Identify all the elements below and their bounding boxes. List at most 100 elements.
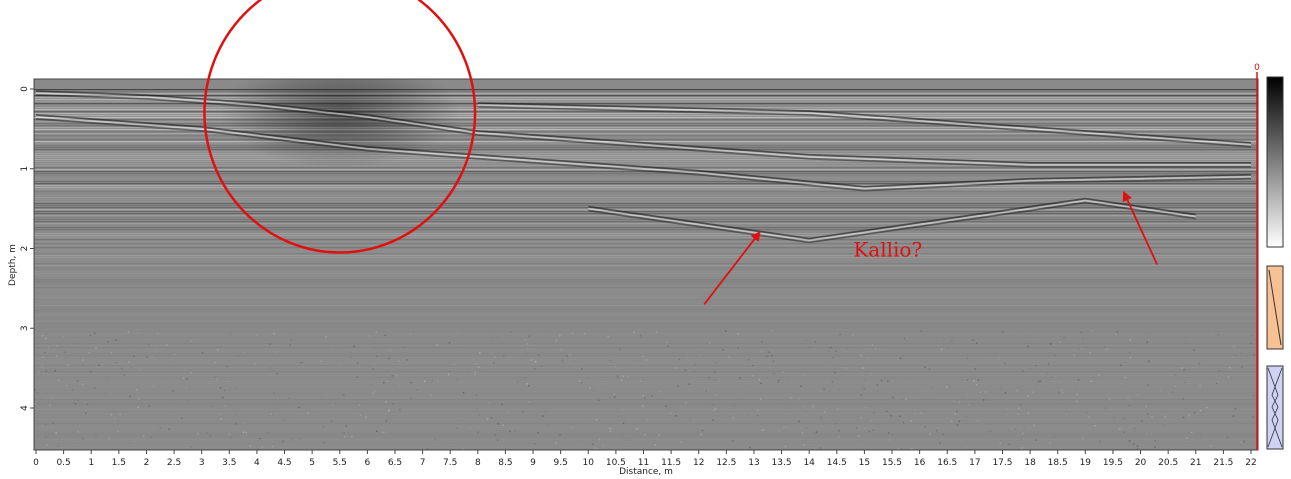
noise-speck <box>640 336 642 338</box>
noise-speck <box>375 430 378 432</box>
noise-speck <box>622 422 625 424</box>
noise-speck <box>1068 409 1071 411</box>
noise-speck <box>1250 342 1252 345</box>
noise-speck <box>877 390 879 392</box>
noise-speck <box>528 384 530 387</box>
noise-speck <box>86 403 89 406</box>
x-tick-label: 21 <box>1190 458 1201 468</box>
noise-speck <box>989 430 992 433</box>
noise-speck <box>1054 354 1056 357</box>
noise-speck <box>1123 377 1125 379</box>
noise-speck <box>398 385 401 388</box>
noise-speck <box>44 423 47 426</box>
noise-speck <box>966 357 969 360</box>
noise-speck <box>714 371 716 374</box>
filter-panel[interactable] <box>1266 365 1284 450</box>
x-tick-label: 0 <box>33 458 39 468</box>
noise-speck <box>966 379 968 381</box>
x-tick-label: 7.5 <box>443 458 457 468</box>
noise-speck <box>120 367 123 369</box>
noise-speck <box>358 404 361 406</box>
noise-speck <box>1104 345 1106 348</box>
noise-speck <box>1053 380 1055 383</box>
noise-speck <box>1184 337 1187 339</box>
noise-speck <box>344 435 346 438</box>
noise-speck <box>1224 423 1226 425</box>
noise-speck <box>1188 414 1190 417</box>
noise-speck <box>954 413 957 415</box>
noise-speck <box>131 366 133 368</box>
texture-band <box>34 243 1258 245</box>
reflector-line <box>35 92 1251 166</box>
noise-speck <box>140 400 142 402</box>
texture-band <box>34 295 1258 296</box>
noise-speck <box>772 360 775 363</box>
texture-band <box>34 429 1258 430</box>
noise-speck <box>1147 384 1149 386</box>
noise-speck <box>898 447 900 450</box>
noise-speck <box>617 376 619 379</box>
noise-speck <box>790 397 792 399</box>
noise-speck <box>44 352 46 354</box>
noise-speck <box>356 362 359 364</box>
noise-speck <box>1031 342 1033 344</box>
y-axis: 0 1 2 3 4 <box>20 86 34 411</box>
noise-speck <box>41 335 44 337</box>
noise-speck <box>457 395 459 398</box>
texture-band <box>34 291 1258 292</box>
noise-speck <box>94 387 96 389</box>
filter-curve-box[interactable] <box>1266 365 1284 450</box>
noise-speck <box>589 417 591 419</box>
noise-speck <box>678 358 680 361</box>
texture-band <box>34 419 1258 420</box>
noise-speck <box>1196 350 1198 352</box>
noise-speck <box>375 334 377 337</box>
noise-speck <box>838 430 840 432</box>
texture-band <box>34 401 1258 402</box>
noise-speck <box>45 332 48 334</box>
noise-speck <box>1148 360 1150 363</box>
x-tick-label: 4.5 <box>277 458 291 468</box>
gain-panel[interactable] <box>1266 265 1284 350</box>
noise-speck <box>644 434 646 436</box>
noise-speck <box>157 425 159 428</box>
texture-band <box>34 99 1258 101</box>
noise-speck <box>1174 375 1177 377</box>
noise-speck <box>454 363 456 366</box>
gain-curve-icon <box>1268 269 1282 346</box>
noise-speck <box>392 403 394 405</box>
noise-speck <box>907 401 909 403</box>
y-tick-label: 0 <box>20 86 30 92</box>
texture-band <box>34 317 1258 318</box>
noise-speck <box>771 355 773 357</box>
noise-speck <box>924 426 926 428</box>
noise-speck <box>168 354 170 356</box>
texture-band <box>34 417 1258 418</box>
texture-band <box>34 147 1258 149</box>
reflector-line <box>477 102 1252 144</box>
noise-speck <box>290 339 293 341</box>
noise-speck <box>320 360 322 363</box>
noise-speck <box>620 379 623 381</box>
noise-speck <box>387 409 390 412</box>
noise-speck <box>968 364 971 366</box>
noise-speck <box>1251 334 1254 336</box>
texture-band <box>34 269 1258 270</box>
noise-speck <box>220 351 222 353</box>
noise-speck <box>1100 414 1102 416</box>
texture-band <box>34 89 1258 91</box>
texture-band <box>34 135 1258 137</box>
noise-speck <box>999 442 1002 445</box>
noise-speck <box>783 408 785 410</box>
noise-speck <box>1073 354 1075 356</box>
noise-speck <box>222 396 224 399</box>
noise-speck <box>920 412 922 414</box>
texture-band <box>34 183 1258 185</box>
texture-band <box>34 233 1258 235</box>
noise-speck <box>1146 341 1148 344</box>
noise-speck <box>510 331 512 333</box>
noise-speck <box>173 353 176 356</box>
noise-speck <box>522 411 524 414</box>
texture-band <box>34 103 1258 105</box>
texture-band <box>34 441 1258 442</box>
